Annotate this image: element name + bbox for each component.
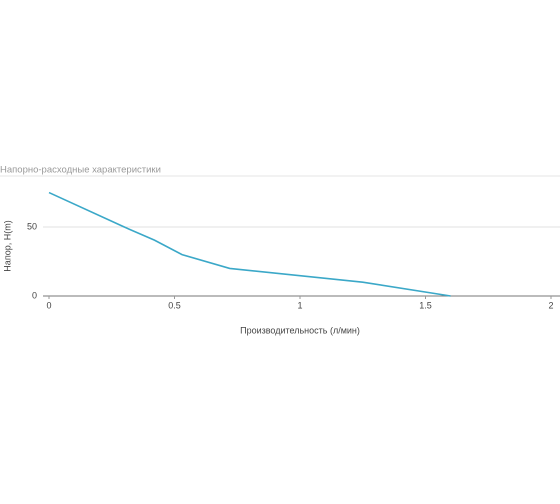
x-axis-label: Производительность (л/мин) [240, 325, 360, 335]
x-tick-label: 2 [548, 300, 553, 310]
y-tick-label: 50 [27, 221, 37, 231]
chart-title: Напорно-расходные характеристики [0, 165, 161, 176]
line-series [48, 191, 451, 297]
x-tick-label: 0.5 [168, 300, 181, 310]
y-axis-label: Напор, H(m) [2, 220, 12, 271]
x-tick-label: 1.5 [419, 300, 432, 310]
x-tick-label: 1 [297, 300, 302, 310]
x-tick-label: 0 [46, 300, 51, 310]
y-tick-label: 0 [32, 290, 37, 300]
